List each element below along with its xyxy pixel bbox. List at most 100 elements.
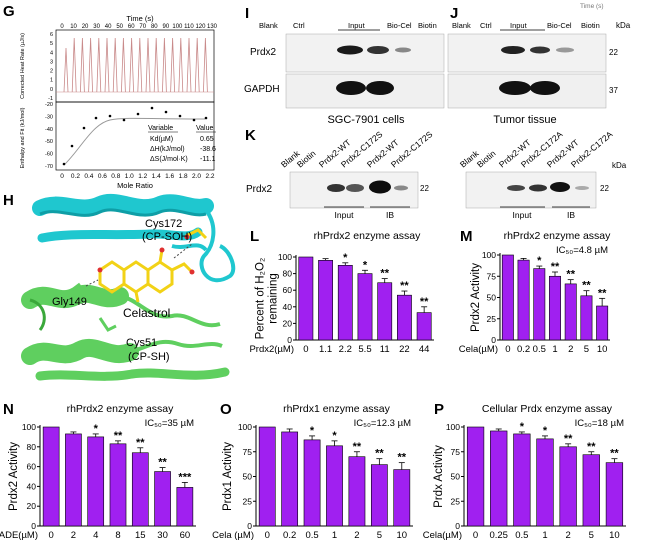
cropped-header-text: Time (s) <box>580 3 604 10</box>
x-tick-label: 60 <box>180 530 191 541</box>
x-tick-label: 0 <box>265 530 270 541</box>
x-tick-label: 15 <box>135 530 146 541</box>
itc-time-ticks: 0 10 20 30 40 50 60 70 80 90 100 110 120 130 <box>60 24 217 30</box>
itc-table-cell: Kd(µM) <box>150 136 173 143</box>
chart-title: Cellular Prdx enzyme assay <box>482 403 613 415</box>
blot-band <box>507 185 525 191</box>
bar <box>337 264 353 341</box>
significance-marker: ** <box>587 441 596 453</box>
itc-mole-ratio-tick: 2.0 <box>192 173 201 180</box>
itc-time-tick: 40 <box>105 24 112 30</box>
itc-enthalpy-ticks: -20 -30 -40 -50 -60 -70 <box>45 102 53 170</box>
itc-heat-tick: 0 <box>50 87 53 93</box>
itc-injection-peak <box>104 37 110 93</box>
label-cys51-state: (CP-SH) <box>128 351 170 363</box>
blot-band <box>556 47 574 53</box>
panel-g: G Time (s) 0 10 20 30 40 50 60 70 80 90 100 110 120 1… <box>3 3 218 190</box>
y-tick-label: 100 <box>446 422 460 432</box>
x-tick-label: 0.2 <box>517 344 530 355</box>
x-tick-label: 2.2 <box>339 344 352 355</box>
y-tick-label: 80 <box>27 442 37 452</box>
itc-point <box>70 144 74 148</box>
significance-marker: * <box>343 252 348 264</box>
itc-heat-tick: 2 <box>50 69 53 75</box>
lane-label: Input <box>510 21 528 30</box>
group-label-ib: IB <box>567 210 575 220</box>
bar <box>281 431 299 527</box>
bar <box>109 443 127 527</box>
blot-band <box>346 184 364 192</box>
blot-caption-tissue: Tumor tissue <box>493 114 556 126</box>
itc-injection-peak <box>88 37 93 93</box>
x-tick-label: 1.1 <box>319 344 332 355</box>
bar <box>517 259 530 341</box>
significance-marker: ** <box>158 457 167 469</box>
itc-injection-peak <box>203 37 208 93</box>
bar <box>564 283 577 341</box>
x-tick-label: 5 <box>377 530 382 541</box>
x-tick-label: 0 <box>473 530 478 541</box>
x-tick-label: 30 <box>157 530 168 541</box>
x-tick-label: 10 <box>396 530 407 541</box>
y-tick-label: 75 <box>243 447 253 457</box>
bar <box>370 464 388 527</box>
ic50-annotation: IC₅₀=12.3 µM <box>354 418 411 429</box>
itc-table-cell: 0.65 <box>200 136 214 143</box>
bar <box>513 433 531 527</box>
itc-point <box>122 118 126 122</box>
itc-injection-peak <box>96 37 102 93</box>
lane-label: Input <box>348 21 366 30</box>
bar <box>466 426 485 527</box>
blot-band <box>369 180 391 194</box>
x-tick-label: 0 <box>303 344 308 355</box>
x-tick-label: 0 <box>48 530 53 541</box>
y-tick-label: 60 <box>283 285 293 295</box>
lane-label: Biotin <box>418 21 437 30</box>
label-gly149: Gly149 <box>52 296 87 308</box>
blot-band <box>394 185 408 191</box>
panel-label-h: H <box>3 192 14 209</box>
itc-enthalpy-tick: -60 <box>45 152 53 158</box>
blot-band <box>575 186 589 190</box>
significance-marker: ** <box>582 280 591 292</box>
itc-injection-peak <box>162 37 167 93</box>
kda-unit: kDa <box>612 161 627 170</box>
bar <box>258 426 276 527</box>
itc-injection-peak <box>170 37 175 93</box>
bar <box>357 273 373 341</box>
panel-label-p: P <box>434 401 444 418</box>
x-tick-label: 1 <box>542 530 547 541</box>
itc-time-tick: 90 <box>163 24 170 30</box>
bar <box>501 254 514 341</box>
bar <box>298 256 314 341</box>
bar <box>348 456 366 527</box>
row-label-prdx2: Prdx2 <box>246 184 273 195</box>
itc-injection-peak <box>129 37 134 93</box>
itc-injection-peak <box>112 37 118 93</box>
panel-label-i: I <box>245 5 249 22</box>
y-tick-label: 100 <box>278 252 292 262</box>
itc-point <box>136 112 140 116</box>
itc-injection-peak <box>194 37 200 93</box>
itc-fit-curve <box>63 117 206 166</box>
x-tick-label: 1 <box>332 530 337 541</box>
significance-marker: ** <box>420 296 429 308</box>
bar <box>582 454 600 527</box>
x-tick-label: 5.5 <box>358 344 371 355</box>
significance-marker: ** <box>380 268 389 280</box>
itc-time-tick: 60 <box>128 24 135 30</box>
bar <box>580 295 593 341</box>
itc-point <box>82 126 86 130</box>
blot-band <box>337 45 363 55</box>
chart-title: rhPrdx2 enzyme assay <box>504 230 612 242</box>
y-tick-label: 75 <box>451 447 461 457</box>
blot-prdx2 <box>447 33 607 73</box>
group-label-input: Input <box>513 210 533 220</box>
y-tick-label: 100 <box>238 422 252 432</box>
itc-mole-ratio-tick: 0.2 <box>71 173 80 180</box>
label-cys172: Cys172 <box>145 218 182 230</box>
blot-band <box>501 46 525 54</box>
significance-marker: ** <box>400 280 409 292</box>
